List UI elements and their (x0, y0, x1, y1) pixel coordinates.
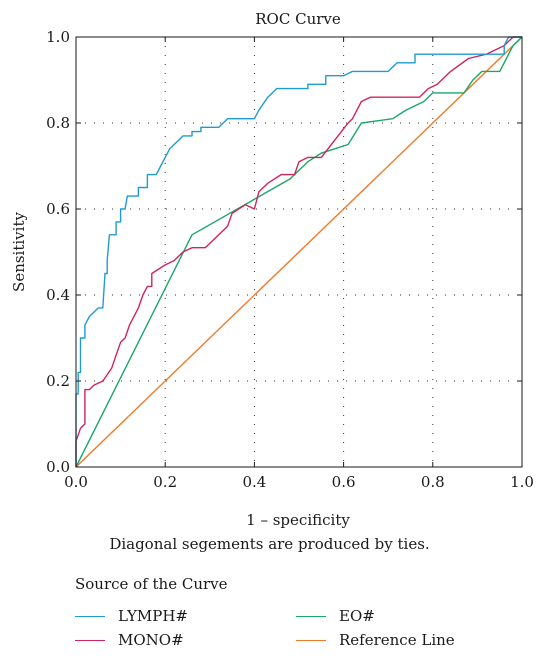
x-axis-title: 1 – specificity (246, 511, 350, 529)
axis-ticks: 0.0 0.2 0.4 0.6 0.8 1.0 0.0 0.2 0.4 0.6 0.8 1.0 (46, 28, 534, 491)
x-tick-label: 0.2 (153, 473, 177, 491)
x-tick-label: 1.0 (510, 473, 534, 491)
legend-swatch-eo (296, 615, 326, 617)
x-tick-label: 0.8 (421, 473, 445, 491)
plot-frame (75, 36, 523, 468)
legend-swatch-reference-line (296, 639, 326, 641)
chart-footnote: Diagonal segements are produced by ties. (109, 535, 430, 553)
series-line-reference-line (75, 36, 523, 468)
series-line-lymph (75, 36, 522, 467)
series-group (75, 36, 523, 468)
legend-title: Source of the Curve (75, 575, 228, 593)
x-tick-label: 0.0 (64, 473, 88, 491)
x-tick-label: 0.4 (242, 473, 266, 491)
legend-item-mono: MONO# (75, 630, 184, 650)
y-tick-label: 1.0 (46, 28, 70, 46)
legend-label-reference-line: Reference Line (339, 631, 455, 649)
series-line-eo (75, 36, 523, 468)
y-tick-label: 0.0 (46, 458, 70, 476)
legend-swatch-mono (75, 639, 105, 641)
y-tick-label: 0.8 (46, 114, 70, 132)
series-line-mono (75, 36, 522, 467)
y-tick-label: 0.2 (46, 372, 70, 390)
x-tick-label: 0.6 (332, 473, 356, 491)
legend-item-eo: EO# (296, 606, 375, 626)
y-tick-label: 0.6 (46, 200, 70, 218)
legend-item-lymph: LYMPH# (75, 606, 188, 626)
legend-swatch-lymph (75, 615, 105, 617)
legend-label-mono: MONO# (118, 631, 184, 649)
legend-label-eo: EO# (339, 607, 375, 625)
y-tick-label: 0.4 (46, 286, 70, 304)
legend-label-lymph: LYMPH# (118, 607, 189, 625)
chart-title: ROC Curve (255, 10, 341, 28)
legend-item-reference-line: Reference Line (296, 630, 455, 650)
y-axis-title: Sensitivity (10, 212, 28, 292)
